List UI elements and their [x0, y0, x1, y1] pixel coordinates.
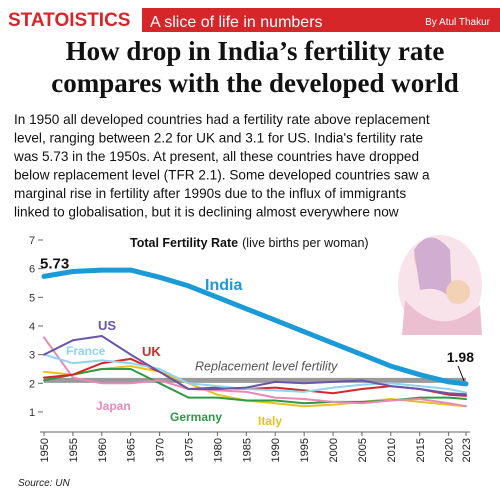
x-tick-label: 1975: [184, 438, 196, 462]
brand: STATOISTICS: [8, 10, 130, 31]
x-tick-label: 1950: [39, 438, 51, 462]
series-label: Japan: [96, 399, 131, 413]
y-tick-label: 4: [29, 321, 35, 333]
x-tick-label: 2015: [415, 438, 427, 462]
reference-label: Replacement level fertility: [195, 359, 338, 373]
y-tick-label: 1: [29, 407, 35, 419]
x-tick-label: 1990: [270, 438, 282, 462]
intro-line: below replacement level (TFR 2.1). Some …: [14, 168, 430, 183]
y-tick-label: 3: [29, 350, 35, 362]
x-tick-label: 1955: [68, 438, 80, 462]
data-label: 5.73: [40, 255, 69, 272]
series-line: [41, 267, 469, 387]
series-line: [43, 335, 467, 396]
brand-part: STAT: [8, 10, 55, 31]
y-tick-label: 7: [29, 235, 35, 247]
tagline: A slice of life in numbers: [150, 14, 323, 31]
data-label: 1.98: [447, 349, 474, 365]
series-label: France: [66, 344, 106, 358]
data-label-pointer: [457, 365, 465, 382]
intro-line: marginal rise in fertility after 1990s d…: [14, 186, 406, 201]
x-tick-label: 2000: [328, 438, 340, 462]
x-tick-label: 1985: [241, 438, 253, 462]
x-tick-label: 2020: [444, 438, 456, 462]
title-line: compares with the developed world: [51, 68, 458, 98]
x-tick-label: 1965: [126, 438, 138, 462]
header-band: [142, 8, 500, 32]
title-line: How drop in India’s fertility rate: [66, 36, 445, 66]
x-tick-label: 2005: [357, 438, 369, 462]
chart-title: Total Fertility Rate (live births per wom…: [130, 236, 369, 250]
chart: Total Fertility Rate (live births per wom…: [29, 235, 474, 462]
intro: In 1950 all developed countries had a fe…: [13, 112, 430, 220]
x-tick-label: 1980: [212, 438, 224, 462]
y-tick-label: 6: [29, 264, 35, 276]
chart-title-main: Total Fertility Rate: [130, 236, 238, 250]
illustration: [398, 235, 482, 335]
intro-line: level, ranging between 2.2 for UK and 3.…: [14, 131, 423, 146]
y-tick-label: 5: [29, 292, 35, 304]
chart-subtitle: (live births per woman): [242, 236, 368, 250]
intro-line: was 5.73 in the 1950s. At present, all t…: [13, 149, 419, 164]
x-tick-label: 1960: [97, 438, 109, 462]
series-line: [43, 336, 467, 408]
brand-part: OI: [54, 10, 74, 31]
brand-part: STICS: [75, 10, 131, 31]
x-tick-label: 2023: [461, 438, 473, 462]
intro-line: linked to globalisation, but it is decli…: [14, 205, 399, 220]
series-label: UK: [142, 344, 161, 359]
intro-line: In 1950 all developed countries had a fe…: [14, 112, 430, 127]
series-label: India: [205, 277, 242, 294]
y-tick-label: 2: [29, 378, 35, 390]
series-label: Germany: [170, 410, 222, 424]
byline: By Atul Thakur: [425, 17, 491, 28]
x-tick-label: 1970: [155, 438, 167, 462]
x-tick-label: 2010: [386, 438, 398, 462]
series-label: US: [98, 318, 116, 333]
source: Source: UN: [18, 478, 70, 489]
series-line: [43, 353, 467, 394]
x-tick-label: 1995: [299, 438, 311, 462]
series-label: Italy: [258, 414, 282, 428]
